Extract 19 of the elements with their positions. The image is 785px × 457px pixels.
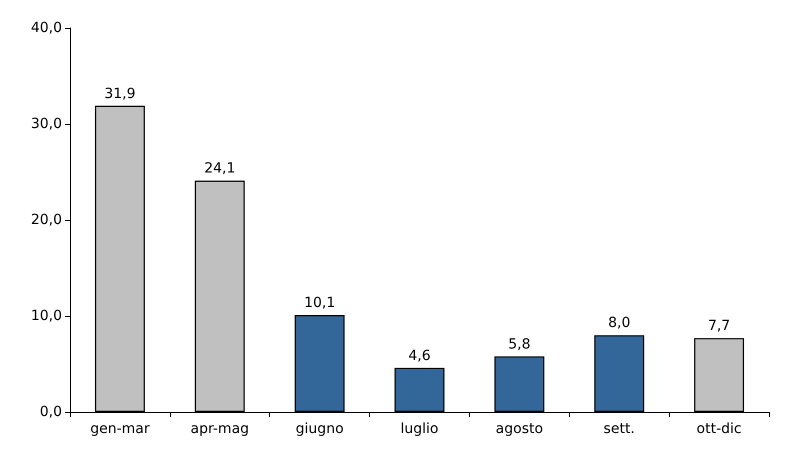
data-label: 24,1: [204, 160, 236, 177]
x-tick-label: sett.: [604, 421, 635, 437]
data-label: 7,7: [708, 318, 730, 334]
y-tick-label: 30,0: [30, 116, 62, 132]
y-tick-label: 0,0: [40, 404, 62, 420]
x-tick-label: agosto: [496, 421, 544, 437]
x-tick-label: apr-mag: [190, 421, 250, 437]
x-tick-label: gen-mar: [90, 421, 150, 437]
data-label: 8,0: [608, 315, 630, 332]
y-tick-label: 20,0: [30, 212, 62, 228]
data-label: 5,8: [508, 336, 530, 352]
data-label: 10,1: [304, 295, 336, 312]
y-tick-label: 40,0: [30, 20, 62, 36]
x-tick-label: luglio: [400, 421, 438, 437]
y-tick-label: 10,0: [30, 308, 62, 324]
data-label: 31,9: [104, 86, 136, 102]
x-tick-label: giugno: [296, 421, 344, 437]
x-tick-label: ott-dic: [696, 421, 742, 437]
data-label: 4,6: [408, 348, 431, 364]
